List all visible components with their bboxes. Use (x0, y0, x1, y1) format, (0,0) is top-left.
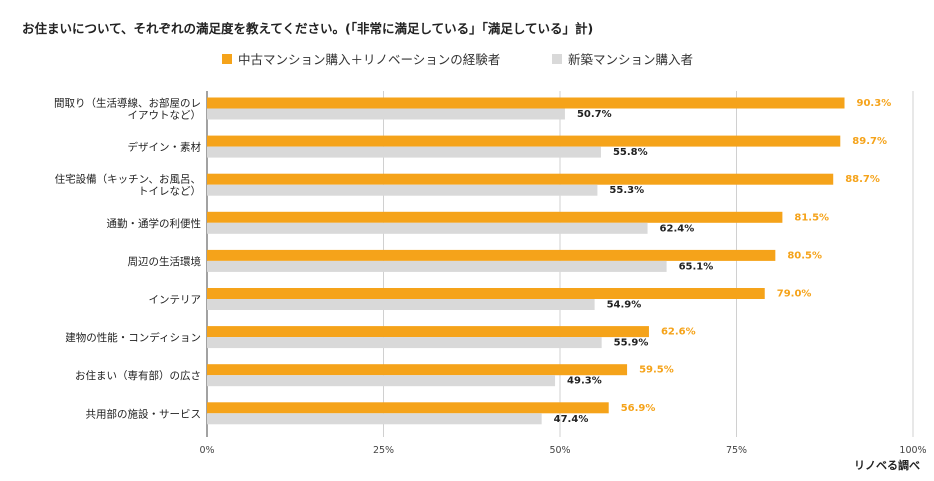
category-label-line: 間取り（生活導線、お部屋のレ (54, 97, 201, 110)
bar-renovation-2 (207, 173, 834, 185)
category-label-line: イアウトなど） (128, 110, 202, 122)
legend-label-new-condo: 新築マンション購入者 (568, 52, 694, 67)
bar-renovation-3 (207, 211, 783, 223)
chart-title: お住まいについて、それぞれの満足度を教えてください。(「非常に満足している」「満… (22, 21, 594, 36)
value-label-new-condo-1: 55.8% (613, 147, 648, 158)
x-tick-label-0: 0% (199, 445, 214, 456)
bar-renovation-6 (207, 326, 649, 338)
legend-label-renovation: 中古マンション購入＋リノベーションの経験者 (238, 52, 501, 67)
value-label-new-condo-7: 49.3% (567, 376, 602, 387)
legend-swatch-new-condo (552, 53, 562, 64)
bar-renovation-5 (207, 288, 765, 299)
value-label-new-condo-0: 50.7% (577, 109, 612, 120)
value-label-new-condo-4: 65.1% (679, 261, 714, 272)
bar-renovation-4 (207, 249, 776, 261)
bar-renovation-8 (207, 402, 609, 414)
category-label-line: 共用部の施設・サービス (86, 407, 202, 420)
source-note: リノベる調べ (854, 459, 920, 472)
value-label-renovation-4: 80.5% (787, 250, 822, 261)
value-label-new-condo-8: 47.4% (554, 414, 589, 425)
value-label-renovation-0: 90.3% (857, 98, 892, 109)
x-tick-label-50: 50% (549, 445, 570, 456)
category-label-line: 建物の性能・コンディション (65, 331, 201, 344)
bar-renovation-0 (207, 97, 845, 109)
bar-new-condo-6 (207, 337, 602, 349)
category-label-2: 住宅設備（キッチン、お風呂、トイレなど） (55, 173, 201, 198)
bar-new-condo-2 (207, 184, 598, 196)
category-label-line: お住まい（専有部）の広さ (75, 369, 201, 382)
x-tick-label-100: 100% (899, 445, 926, 456)
value-label-new-condo-6: 55.9% (614, 338, 649, 349)
value-label-renovation-6: 62.6% (661, 327, 696, 338)
bar-new-condo-3 (207, 222, 648, 234)
category-label-8: 共用部の施設・サービス (86, 407, 202, 420)
value-label-renovation-5: 79.0% (777, 289, 812, 300)
category-label-line: デザイン・素材 (128, 141, 202, 154)
category-label-0: 間取り（生活導線、お部屋のレイアウトなど） (54, 97, 201, 122)
category-label-3: 通勤・通学の利便性 (107, 217, 202, 230)
x-tick-label-25: 25% (373, 445, 394, 456)
category-label-line: 通勤・通学の利便性 (107, 217, 202, 230)
bar-new-condo-7 (207, 375, 556, 387)
value-label-new-condo-3: 62.4% (660, 223, 695, 234)
value-label-renovation-8: 56.9% (621, 403, 656, 414)
category-label-4: 周辺の生活環境 (128, 255, 202, 268)
bar-new-condo-4 (207, 260, 667, 272)
bar-renovation-1 (207, 135, 841, 147)
category-label-7: お住まい（専有部）の広さ (75, 369, 201, 382)
category-label-line: 周辺の生活環境 (128, 255, 202, 268)
category-label-6: 建物の性能・コンディション (65, 331, 201, 344)
value-label-renovation-7: 59.5% (639, 365, 674, 376)
legend-item-new-condo: 新築マンション購入者 (552, 49, 693, 68)
value-label-renovation-2: 88.7% (845, 174, 880, 185)
value-label-new-condo-5: 54.9% (607, 300, 642, 311)
category-label-5: インテリア (149, 294, 202, 306)
bar-new-condo-1 (207, 146, 601, 158)
bar-renovation-7 (207, 364, 628, 376)
value-label-renovation-3: 81.5% (794, 212, 829, 223)
legend-swatch-renovation (222, 53, 232, 64)
category-label-line: インテリア (149, 294, 202, 306)
category-label-1: デザイン・素材 (128, 141, 202, 154)
value-label-renovation-1: 89.7% (852, 136, 887, 147)
value-label-new-condo-2: 55.3% (609, 185, 644, 196)
bar-new-condo-8 (207, 413, 542, 425)
bar-new-condo-0 (207, 108, 565, 120)
bar-new-condo-5 (207, 299, 595, 310)
category-label-line: 住宅設備（キッチン、お風呂、 (55, 173, 201, 186)
category-label-line: トイレなど） (138, 186, 201, 198)
x-tick-label-75: 75% (726, 445, 747, 456)
legend-item-renovation: 中古マンション購入＋リノベーションの経験者 (222, 49, 500, 68)
